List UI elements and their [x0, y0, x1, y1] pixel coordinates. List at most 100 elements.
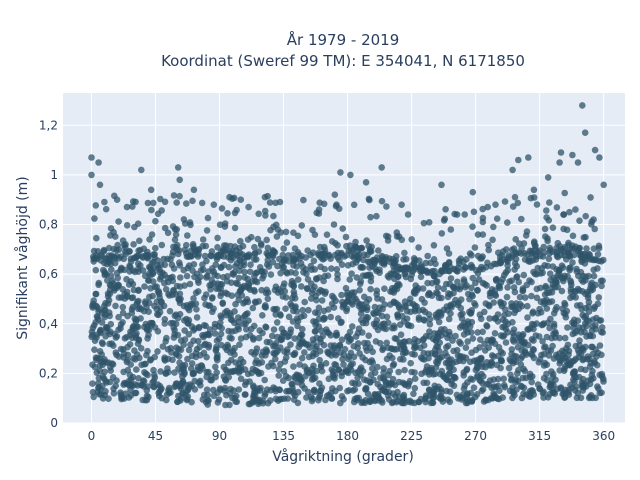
data-point	[592, 322, 599, 329]
data-point	[120, 241, 128, 249]
data-point	[533, 285, 541, 293]
data-point	[338, 372, 346, 380]
data-point	[455, 299, 462, 307]
data-point	[127, 376, 135, 383]
data-point	[210, 268, 217, 275]
data-point	[227, 253, 234, 261]
data-point	[508, 346, 516, 353]
data-point	[107, 367, 114, 375]
data-point	[483, 359, 491, 366]
data-point	[378, 164, 386, 171]
data-point	[231, 243, 239, 250]
data-point	[291, 304, 299, 312]
data-point	[521, 347, 529, 355]
data-point	[513, 353, 520, 360]
data-point	[342, 233, 350, 241]
data-point	[379, 305, 386, 313]
data-point	[100, 246, 108, 254]
data-point	[569, 259, 576, 266]
data-point	[298, 252, 305, 260]
data-point	[184, 304, 191, 312]
data-point	[528, 292, 535, 300]
data-point	[108, 266, 115, 273]
data-point	[477, 336, 484, 344]
data-point	[255, 334, 263, 342]
data-point	[423, 366, 430, 374]
data-point	[596, 317, 603, 324]
data-point	[201, 331, 209, 339]
data-point	[220, 261, 228, 269]
data-point	[293, 371, 300, 379]
data-point	[440, 285, 448, 293]
data-point	[565, 241, 572, 249]
data-point	[288, 277, 296, 285]
data-point	[367, 273, 375, 281]
data-point	[251, 392, 259, 400]
data-point	[334, 275, 341, 283]
data-point	[267, 271, 275, 278]
data-point	[434, 334, 442, 341]
data-point	[479, 205, 487, 213]
data-point	[427, 259, 434, 267]
data-point	[490, 376, 498, 383]
data-point	[417, 273, 425, 281]
data-point	[395, 393, 403, 401]
data-point	[359, 272, 367, 280]
data-point	[594, 383, 601, 390]
data-point	[170, 243, 177, 251]
data-point	[585, 303, 592, 310]
data-point	[508, 300, 515, 307]
data-point	[569, 330, 577, 338]
data-point	[425, 219, 433, 226]
data-point	[356, 286, 363, 294]
data-point	[470, 208, 478, 216]
data-point	[520, 271, 528, 279]
data-point	[577, 365, 585, 373]
data-point	[415, 307, 423, 314]
data-point	[490, 223, 497, 231]
data-point	[136, 354, 143, 362]
data-point	[553, 248, 560, 256]
data-point	[394, 273, 402, 280]
data-point	[135, 247, 142, 254]
data-point	[356, 350, 363, 357]
data-point	[290, 255, 297, 262]
data-point	[365, 242, 372, 250]
data-point	[243, 326, 250, 333]
data-point	[411, 375, 419, 383]
chart-title-line-2: Koordinat (Sweref 99 TM): E 354041, N 61…	[161, 52, 525, 70]
data-point	[564, 341, 572, 349]
data-point	[111, 255, 119, 262]
data-point	[456, 324, 464, 331]
data-point	[579, 102, 586, 109]
data-point	[154, 348, 161, 355]
data-point	[156, 382, 164, 390]
data-point	[359, 398, 367, 406]
data-point	[492, 201, 499, 208]
data-point	[390, 263, 397, 270]
data-point	[299, 325, 306, 333]
data-point	[144, 383, 152, 390]
data-point	[256, 264, 264, 271]
data-point	[395, 368, 402, 376]
data-point	[308, 295, 315, 302]
data-point	[546, 250, 553, 257]
data-point	[177, 346, 185, 354]
data-point	[294, 399, 302, 407]
data-point	[573, 268, 581, 275]
data-point	[373, 317, 381, 324]
data-point	[407, 359, 415, 367]
data-point	[287, 329, 294, 337]
data-point	[340, 351, 348, 359]
data-point	[544, 262, 552, 270]
data-point	[279, 293, 287, 300]
data-point	[486, 293, 494, 300]
data-point	[372, 265, 379, 273]
data-point	[118, 393, 125, 401]
data-point	[599, 329, 606, 336]
data-point	[499, 394, 507, 401]
chart-title-line-1: År 1979 - 2019	[287, 30, 400, 49]
data-point	[211, 323, 219, 331]
data-point	[324, 272, 332, 280]
data-point	[577, 301, 584, 309]
